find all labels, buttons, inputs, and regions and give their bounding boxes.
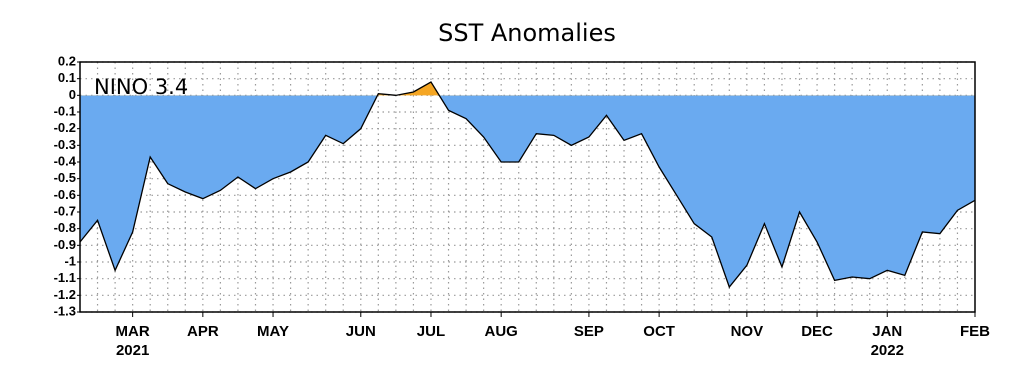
x-tick-label: MAR 2021 (116, 323, 150, 359)
y-tick-label: -0.9 (54, 237, 76, 252)
plot-frame (79, 61, 976, 313)
y-tick-label: 0.1 (58, 70, 76, 85)
y-tick-label: -1 (64, 253, 76, 268)
x-tick-label: FEB (960, 323, 990, 340)
y-tick-label: 0.2 (58, 53, 76, 68)
x-tick-label: APR (187, 323, 219, 340)
x-tick-label: AUG (485, 323, 518, 340)
y-tick-label: -1.3 (54, 303, 76, 318)
annotation: NINO 3.4 (94, 75, 188, 99)
area (80, 82, 975, 287)
y-tick-label: -0.4 (54, 153, 77, 168)
y-tick-label: -1.2 (54, 287, 76, 302)
x-tick-label: JUN (346, 323, 376, 340)
y-tick-label: -0.7 (54, 203, 76, 218)
y-tick-label: -0.1 (54, 103, 76, 118)
y-tick-label: -0.6 (54, 187, 76, 202)
y-tick-label: -1.1 (54, 270, 76, 285)
x-tick-label: DEC (801, 323, 833, 340)
x-tick-label: SEP (574, 323, 604, 340)
x-tick-label: JAN 2022 (871, 323, 904, 359)
y-tick-label: -0.8 (54, 220, 76, 235)
line (79, 81, 976, 289)
x-tick-label: MAY (257, 323, 289, 340)
y-tick-label: -0.2 (54, 120, 76, 135)
y-tick-label: -0.5 (54, 170, 76, 185)
y-tick-label: 0 (69, 87, 76, 102)
x-tick-label: OCT (643, 323, 675, 340)
x-tick-label: JUL (417, 323, 445, 340)
x-tick-label: NOV (731, 323, 764, 340)
chart-title: SST Anomalies (438, 19, 616, 47)
y-tick-label: -0.3 (54, 137, 76, 152)
